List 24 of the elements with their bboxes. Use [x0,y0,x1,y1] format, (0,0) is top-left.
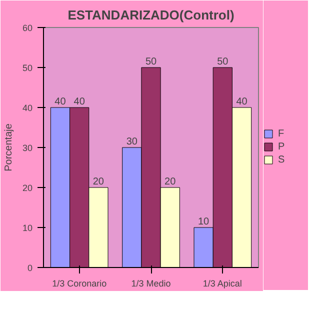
y-tick-label: 50 [22,63,33,73]
y-tick-label: 60 [22,23,33,33]
y-tick-label: 20 [22,183,33,193]
data-label: 50 [217,56,229,68]
y-tick-label: 30 [22,143,33,153]
y-axis-title: Porcentaje [3,123,14,172]
legend-label: S [278,154,286,165]
legend-label: F [278,128,286,139]
x-tick-label: 1/3 Apical [202,278,242,288]
y-tick-label: 40 [22,103,33,113]
data-label: 40 [236,96,248,108]
data-label: 50 [145,56,157,68]
x-tick-label: 1/3 Coronario [52,278,107,288]
data-label: 40 [74,96,86,108]
legend-label: P [278,141,286,152]
y-tick-label: 10 [22,223,33,233]
chart-title: ESTANDARIZADO(Control) [68,8,234,22]
y-tick-label: 0 [27,263,33,273]
data-label: 40 [54,96,66,108]
data-label: 10 [198,216,210,228]
data-label: 20 [92,176,104,188]
data-label: 20 [164,176,176,188]
data-label: 30 [126,136,138,148]
x-tick-label: 1/3 Medio [131,278,171,288]
